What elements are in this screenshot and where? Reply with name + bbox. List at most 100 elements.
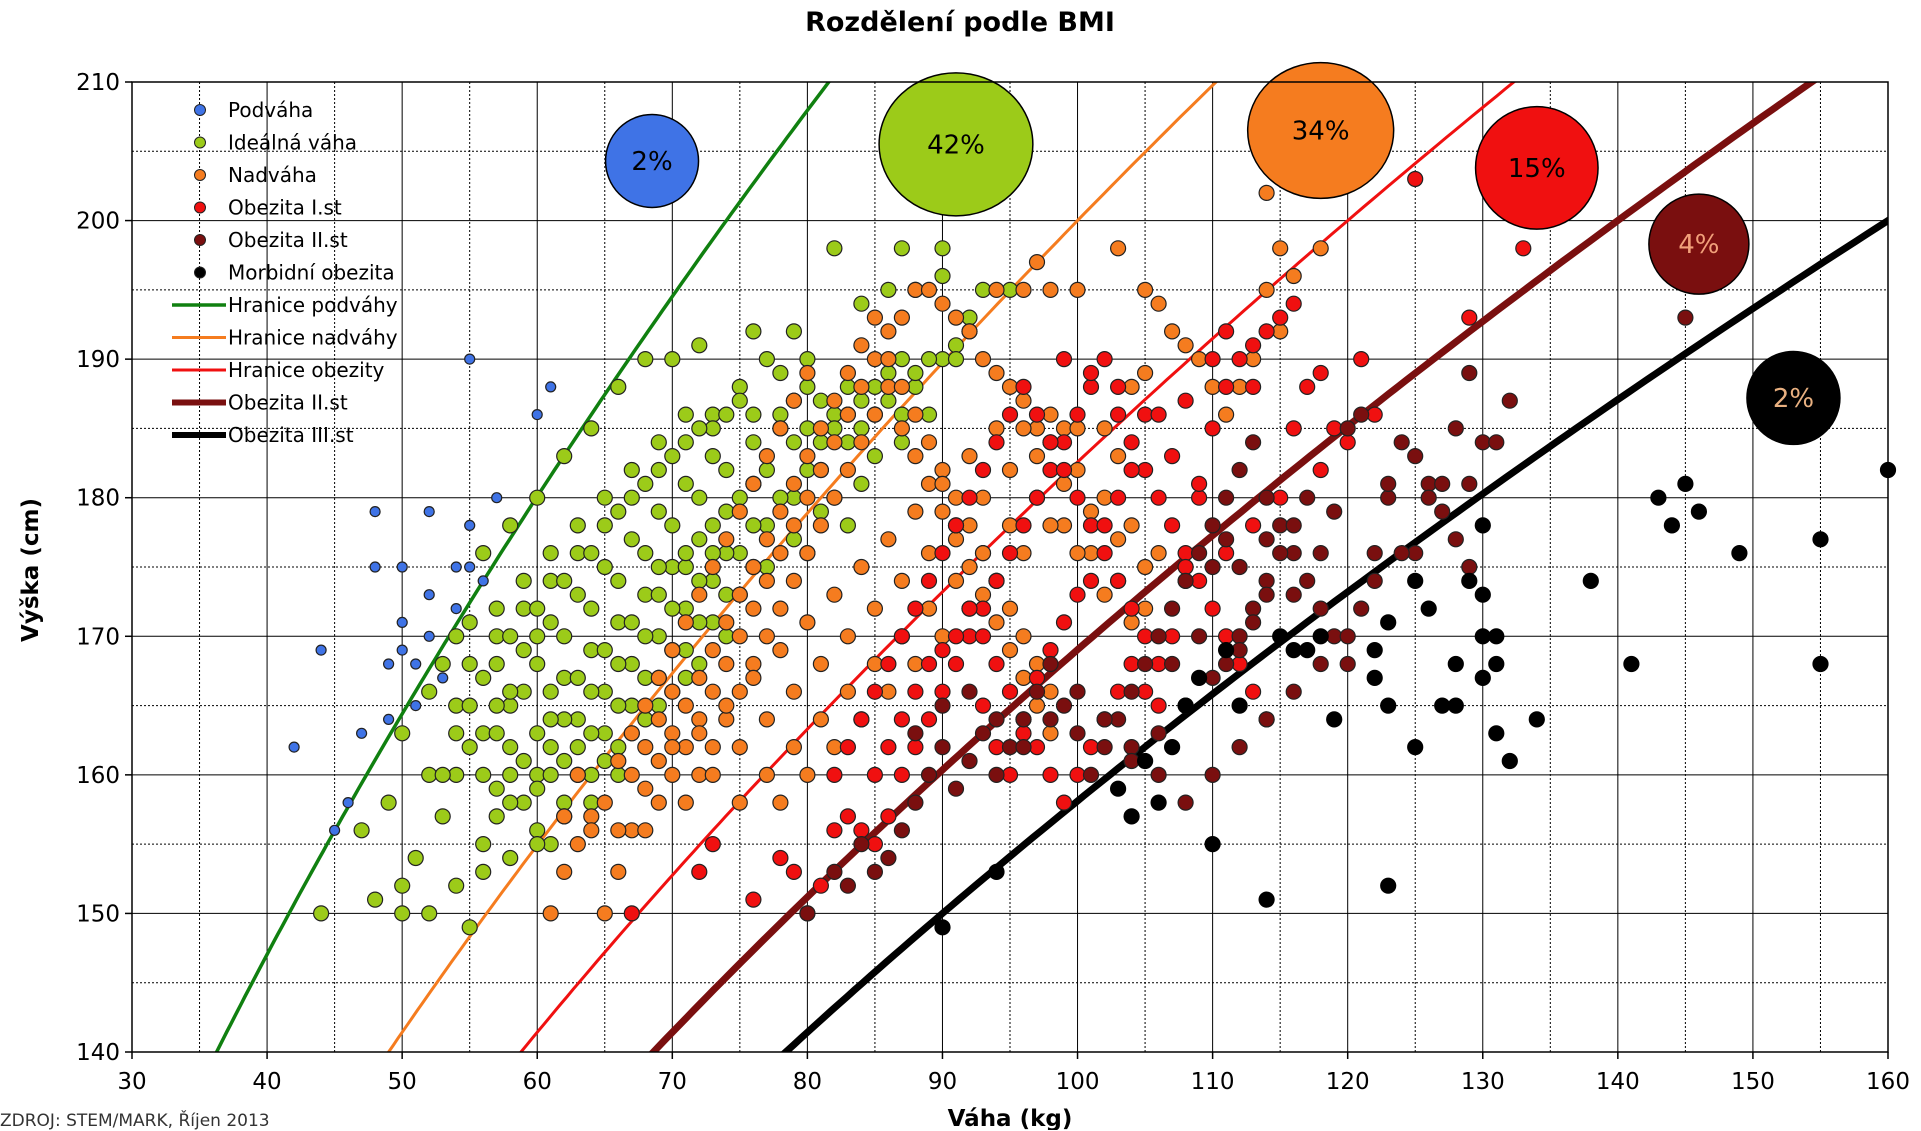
data-point-idealni <box>650 461 667 479</box>
data-point-nadvaha <box>920 475 938 492</box>
data-point-nadvaha <box>1055 517 1073 534</box>
data-point-idealni <box>826 240 843 257</box>
data-point-idealni <box>542 835 559 853</box>
data-point-morbidni <box>1366 641 1383 659</box>
data-point-obezita2 <box>1136 655 1154 673</box>
data-point-morbidni <box>1474 669 1491 687</box>
data-point-podvaha <box>464 353 476 365</box>
data-point-obezita2 <box>1312 600 1329 617</box>
data-point-idealni <box>461 738 478 756</box>
data-point-idealni <box>853 420 870 437</box>
data-point-idealni <box>785 489 803 506</box>
plot-frame <box>131 81 1889 1053</box>
data-point-nadvaha <box>731 738 748 756</box>
share-bubble-podvaha <box>604 113 700 209</box>
data-point-idealni <box>502 738 519 756</box>
data-point-obezita1 <box>1082 378 1100 395</box>
data-point-obezita2 <box>1299 489 1316 506</box>
data-point-nadvaha <box>866 655 884 673</box>
y-tick-label: 170 <box>76 624 120 650</box>
data-point-nadvaha <box>1069 461 1086 479</box>
data-point-idealni <box>610 655 627 673</box>
data-point-nadvaha <box>907 448 924 465</box>
data-point-obezita1 <box>893 766 911 784</box>
data-point-nadvaha <box>920 434 938 451</box>
data-point-idealni <box>502 697 519 714</box>
y-tick-label: 210 <box>76 70 120 96</box>
data-point-obezita1 <box>1055 794 1073 811</box>
data-point-obezita1 <box>1177 558 1194 576</box>
data-point-nadvaha <box>637 738 654 756</box>
data-point-nadvaha <box>650 711 667 728</box>
data-point-obezita2 <box>1231 738 1248 756</box>
data-point-obezita2 <box>1312 655 1329 673</box>
share-bubble-morbidni <box>1746 350 1841 446</box>
data-point-nadvaha <box>731 503 748 520</box>
data-point-nadvaha <box>1217 406 1235 423</box>
data-point-morbidni <box>1690 503 1708 520</box>
data-point-nadvaha <box>1123 517 1140 534</box>
data-point-idealni <box>785 323 803 340</box>
data-point-obezita2 <box>907 794 924 811</box>
data-point-idealni <box>799 351 816 368</box>
data-point-idealni <box>758 517 776 534</box>
data-point-idealni <box>488 628 505 645</box>
data-point-nadvaha <box>610 752 627 770</box>
data-point-idealni <box>677 434 694 451</box>
data-point-idealni <box>664 351 681 368</box>
data-point-obezita2 <box>1123 752 1140 770</box>
data-point-obezita2 <box>893 822 911 839</box>
data-point-morbidni <box>1650 489 1667 506</box>
data-point-idealni <box>758 558 776 576</box>
data-point-nadvaha <box>880 378 897 395</box>
data-point-nadvaha <box>664 683 681 700</box>
data-point-nadvaha <box>1096 489 1113 506</box>
data-point-idealni <box>880 281 897 298</box>
data-point-nadvaha <box>961 517 978 534</box>
data-point-idealni <box>637 669 654 687</box>
boundary-line-line_obezita3 <box>780 216 1888 1052</box>
data-point-nadvaha <box>1136 281 1154 298</box>
data-point-nadvaha <box>1042 683 1059 700</box>
data-point-obezita2 <box>1258 531 1275 548</box>
data-point-obezita1 <box>1217 378 1235 395</box>
data-point-nadvaha <box>745 475 762 492</box>
data-point-obezita2 <box>1123 683 1140 700</box>
data-point-nadvaha <box>785 738 803 756</box>
data-point-obezita2 <box>853 835 870 853</box>
legend: Podváha Ideálná váha Nadváha Obezita I.st Ob… <box>172 98 398 447</box>
data-point-nadvaha <box>961 448 978 465</box>
data-point-obezita2 <box>1109 711 1127 728</box>
data-point-podvaha <box>396 561 408 573</box>
data-point-idealni <box>502 849 519 867</box>
data-point-nadvaha <box>745 669 762 687</box>
data-point-obezita1 <box>1082 738 1100 756</box>
data-point-nadvaha <box>718 711 735 728</box>
data-point-morbidni <box>1488 628 1505 645</box>
data-point-obezita2 <box>1488 434 1505 451</box>
data-point-nadvaha <box>1055 420 1073 437</box>
data-point-nadvaha <box>677 738 694 756</box>
data-point-obezita2 <box>1231 558 1248 576</box>
data-point-obezita2 <box>947 780 965 797</box>
data-point-idealni <box>556 628 573 645</box>
data-point-nadvaha <box>731 794 748 811</box>
data-point-obezita1 <box>1285 420 1302 437</box>
data-point-idealni <box>515 641 532 659</box>
data-point-nadvaha <box>1272 323 1289 340</box>
data-point-idealni <box>434 808 451 825</box>
data-point-obezita1 <box>1163 517 1181 534</box>
data-point-idealni <box>718 586 735 603</box>
data-point-podvaha <box>329 824 341 836</box>
data-point-idealni <box>394 905 411 922</box>
data-point-idealni <box>664 448 681 465</box>
data-point-obezita1 <box>1204 420 1221 437</box>
data-point-obezita2 <box>1461 475 1478 492</box>
data-point-idealni <box>556 669 573 687</box>
data-point-obezita2 <box>1434 503 1451 520</box>
data-point-obezita2 <box>1244 614 1262 631</box>
data-point-idealni <box>664 558 681 576</box>
data-point-nadvaha <box>691 586 708 603</box>
data-point-obezita2 <box>1272 517 1289 534</box>
data-point-nadvaha <box>677 794 694 811</box>
